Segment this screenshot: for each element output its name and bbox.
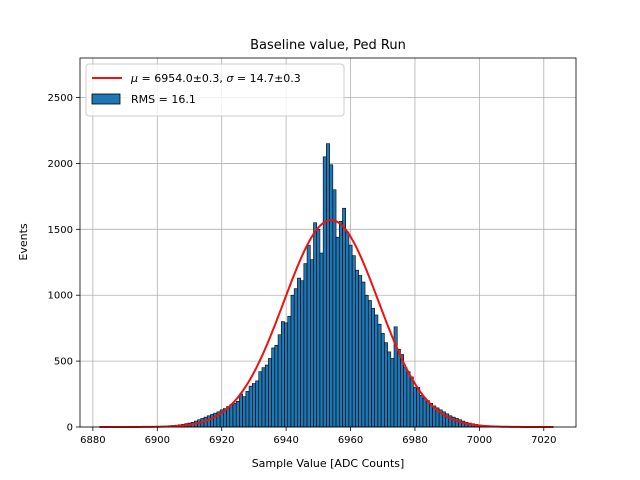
histogram-bar	[409, 376, 414, 428]
histogram-bar	[297, 277, 301, 428]
histogram-bar	[374, 314, 379, 428]
histogram-bar	[206, 415, 211, 428]
legend-sigma-symbol: σ	[226, 72, 234, 85]
x-tick-label: 6960	[338, 435, 363, 446]
histogram-bar	[338, 221, 343, 428]
x-axis-ticks: 6880 6900 6920 6940 6960 6980 7000 7020	[80, 427, 557, 446]
legend-sigma-text: = 14.7±0.3	[233, 72, 300, 85]
histogram-bar	[358, 275, 363, 428]
legend-box	[85, 63, 345, 117]
gaussian-fit-curve	[99, 219, 554, 428]
histogram-bar	[280, 321, 285, 428]
y-tick-label: 1500	[48, 225, 73, 236]
histogram-bar	[239, 393, 243, 428]
histogram-bar	[316, 229, 321, 428]
histogram-bar	[406, 371, 411, 428]
y-tick-label: 500	[54, 357, 73, 368]
histogram-bar	[355, 269, 359, 428]
histogram-bars	[161, 143, 495, 428]
histogram-bar	[255, 380, 260, 428]
histogram-bar	[258, 371, 263, 428]
histogram-bar	[332, 189, 337, 428]
chart-title: Baseline value, Ped Run	[250, 38, 406, 53]
x-tick-label: 6880	[80, 435, 105, 446]
histogram-bar	[210, 414, 214, 428]
legend-mu-text: = 6954.0±0.3,	[138, 72, 226, 85]
histogram-bar	[364, 294, 369, 428]
histogram-bar	[342, 207, 347, 428]
histogram-bar	[300, 280, 305, 428]
histogram-bar	[313, 222, 318, 428]
histogram-bar	[293, 288, 298, 428]
histogram-bar	[284, 322, 289, 428]
histogram-bar	[377, 323, 382, 428]
histogram-bar	[416, 387, 421, 428]
histogram-bar	[422, 397, 427, 428]
histogram-bar	[348, 244, 353, 428]
histogram-bar	[367, 300, 372, 428]
x-axis-title: Sample Value [ADC Counts]	[252, 457, 405, 470]
histogram-bar	[319, 252, 324, 428]
histogram-bar	[351, 255, 356, 428]
x-tick-label: 7000	[467, 435, 492, 446]
histogram-bar	[242, 396, 247, 428]
histogram-bar	[229, 404, 234, 428]
histogram-bar	[309, 259, 314, 428]
histogram-bar	[403, 367, 408, 428]
x-tick-label: 6900	[145, 435, 170, 446]
histogram-bar	[329, 164, 334, 428]
histogram-bar	[322, 156, 327, 428]
y-axis-ticks: 0 500 1000 1500 2000 2500	[48, 93, 80, 434]
histogram-bar	[264, 364, 269, 428]
histogram-bar	[261, 367, 266, 428]
histogram-bar	[235, 401, 240, 428]
x-tick-label: 6920	[209, 435, 234, 446]
legend-histogram-swatch	[91, 93, 121, 105]
histogram-bar	[361, 281, 366, 428]
y-tick-label: 2500	[48, 93, 73, 104]
histogram-bar	[303, 263, 308, 428]
histogram-bar	[371, 308, 376, 428]
histogram-bar	[326, 143, 330, 428]
y-tick-label: 0	[67, 423, 73, 434]
legend-fit-label: μ = 6954.0±0.3, σ = 14.7±0.3	[130, 72, 301, 85]
histogram-bar	[387, 351, 392, 428]
legend-histogram-label: RMS = 16.1	[131, 93, 196, 106]
histogram-bar	[274, 344, 279, 428]
histogram-bar	[425, 400, 430, 428]
histogram-bar	[396, 348, 401, 428]
histogram-bar	[290, 294, 295, 428]
legend-mu-symbol: μ	[130, 72, 138, 85]
plot-frame	[79, 57, 577, 428]
histogram-bar	[419, 395, 424, 428]
histogram-bar	[271, 347, 276, 428]
y-tick-label: 1000	[48, 291, 73, 302]
histogram-bar	[277, 334, 282, 428]
y-tick-label: 2000	[48, 159, 73, 170]
histogram-bar	[413, 387, 417, 428]
histogram-bar	[252, 383, 256, 428]
x-tick-label: 6940	[273, 435, 298, 446]
histogram-bar	[287, 315, 292, 428]
legend: μ = 6954.0±0.3, σ = 14.7±0.3 RMS = 16.1	[85, 63, 345, 117]
x-tick-label: 7020	[531, 435, 556, 446]
histogram-bar	[384, 342, 388, 428]
histogram-bar	[400, 354, 404, 428]
histogram-bar	[245, 391, 250, 428]
x-tick-label: 6980	[402, 435, 427, 446]
histogram-bar	[345, 231, 350, 428]
histogram-bar	[306, 244, 311, 428]
histogram-bar	[268, 358, 272, 428]
histogram-bar	[248, 385, 253, 428]
histogram-bar	[390, 358, 395, 428]
histogram-bar	[232, 402, 237, 428]
y-axis-title: Events	[17, 223, 30, 261]
histogram-bar	[335, 236, 340, 428]
histogram-bar	[380, 333, 385, 428]
